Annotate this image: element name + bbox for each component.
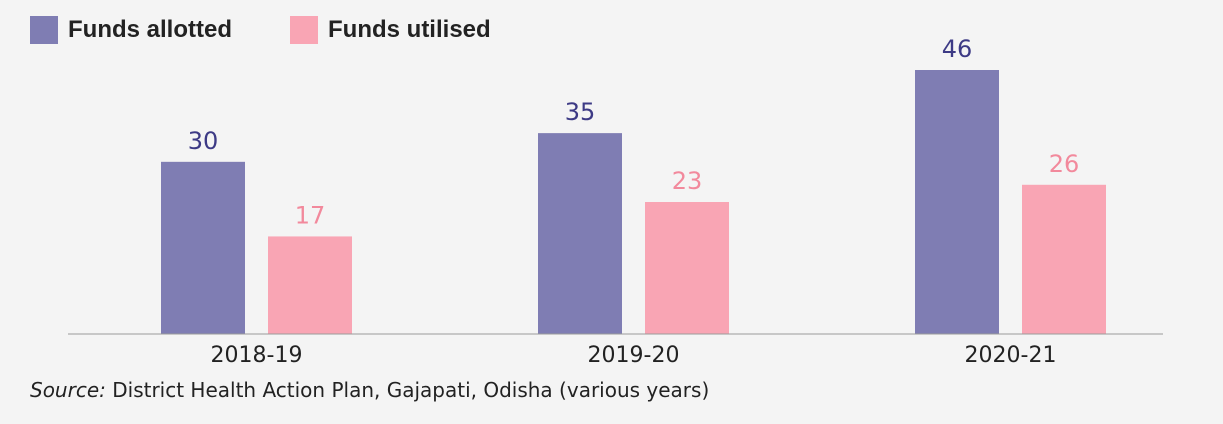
bar-funds-allotted-2020-21 xyxy=(915,70,999,334)
source-note: Source: District Health Action Plan, Gaj… xyxy=(30,378,709,402)
legend-swatch-funds-allotted xyxy=(30,16,58,44)
x-tick-label-2020-21: 2020-21 xyxy=(965,343,1057,368)
bar-funds-allotted-2019-20 xyxy=(538,133,622,334)
data-label-funds-allotted-2020-21: 46 xyxy=(942,35,973,63)
data-label-funds-allotted-2018-19: 30 xyxy=(188,127,219,155)
x-tick-label-2019-20: 2019-20 xyxy=(588,343,680,368)
bar-funds-utilised-2019-20 xyxy=(645,202,729,334)
data-label-funds-utilised-2019-20: 23 xyxy=(672,167,703,195)
data-label-funds-utilised-2018-19: 17 xyxy=(295,201,326,229)
source-text: District Health Action Plan, Gajapati, O… xyxy=(105,378,710,402)
legend-label-funds-utilised: Funds utilised xyxy=(328,16,491,43)
legend-label-funds-allotted: Funds allotted xyxy=(68,16,232,43)
bar-funds-utilised-2020-21 xyxy=(1022,184,1106,334)
data-label-funds-utilised-2020-21: 26 xyxy=(1049,150,1080,178)
source-label: Source: xyxy=(30,378,106,402)
legend-swatch-funds-utilised xyxy=(290,16,318,44)
chart-legend: Funds allotted Funds utilised xyxy=(30,16,549,44)
legend-item-funds-utilised: Funds utilised xyxy=(290,16,491,44)
bar-funds-utilised-2018-19 xyxy=(268,236,352,334)
bar-funds-allotted-2018-19 xyxy=(161,161,245,334)
x-tick-label-2018-19: 2018-19 xyxy=(211,343,303,368)
data-label-funds-allotted-2019-20: 35 xyxy=(565,98,596,126)
legend-item-funds-allotted: Funds allotted xyxy=(30,16,232,44)
